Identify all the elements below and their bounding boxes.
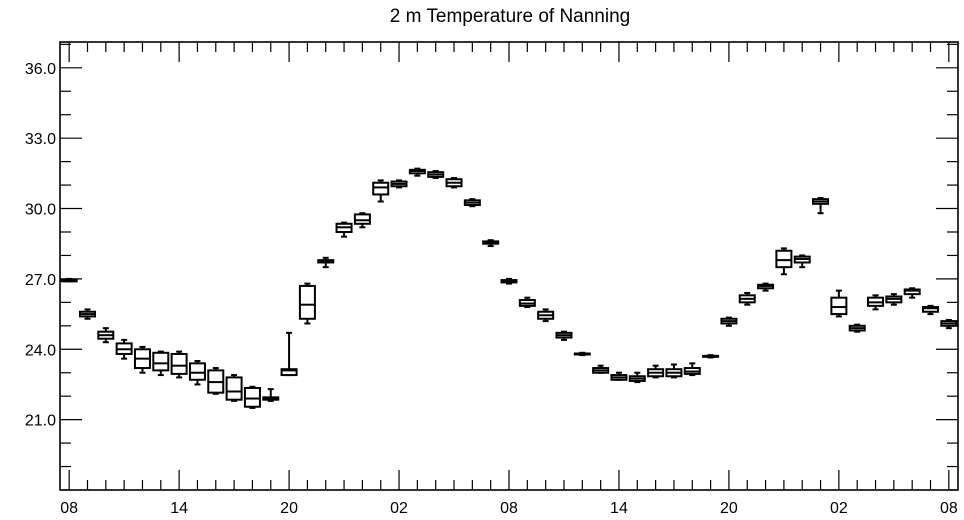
box-iqr (775, 249, 793, 269)
y-tick-label: 33.0 (25, 131, 56, 148)
box-plot-36 (720, 316, 738, 327)
box-plot-38 (757, 282, 775, 292)
box-plot-2 (97, 327, 115, 344)
box-plot-47 (922, 304, 940, 316)
x-tick-label: 08 (500, 500, 518, 517)
x-tick-label: 08 (940, 500, 958, 517)
box-plot-48 (940, 318, 958, 330)
box-plot-27 (555, 330, 573, 341)
box-plot-6 (170, 350, 188, 379)
box-plot-7 (188, 359, 206, 386)
box-iqr (903, 288, 921, 296)
box-plot-22 (463, 198, 481, 208)
box-iqr (188, 362, 206, 381)
box-plot-10 (243, 385, 261, 409)
box-plot-24 (500, 277, 518, 285)
box-plot-9 (225, 374, 243, 402)
x-tick-label: 20 (280, 500, 298, 517)
box-iqr (372, 181, 390, 196)
box-iqr (152, 351, 170, 372)
box-plot-11 (262, 388, 280, 402)
x-tick-label: 02 (390, 500, 408, 517)
box-plot-5 (152, 350, 170, 377)
box-plot-29 (592, 364, 610, 374)
box-plot-42 (830, 289, 848, 318)
y-tick-label: 24.0 (25, 342, 56, 359)
x-tick-label: 02 (830, 500, 848, 517)
box-plot-12 (280, 331, 298, 377)
box-plot-8 (207, 367, 225, 395)
box-plot-31 (628, 371, 646, 384)
box-iqr (830, 296, 848, 316)
box-plot-46 (903, 287, 921, 299)
box-plot-26 (537, 308, 555, 323)
box-plot-33 (665, 363, 683, 379)
box-plot-37 (738, 291, 756, 306)
box-plot-39 (775, 247, 793, 276)
box-plot-16 (353, 212, 371, 229)
plot-frame (59, 41, 959, 491)
ticks-layer: 21.0 24.0 27.0 30.0 33.0 36.0 08 14 20 02 08 14 20 02… (25, 42, 958, 517)
x-tick-label: 20 (720, 500, 738, 517)
box-plot-20 (427, 170, 445, 180)
box-plot-35 (702, 354, 720, 359)
box-plot-15 (335, 221, 353, 238)
boxes-layer (60, 167, 958, 409)
box-plot-13 (298, 282, 316, 325)
box-plot-28 (573, 351, 591, 357)
box-iqr (280, 368, 298, 377)
x-tick-label: 14 (170, 500, 188, 517)
box-plot-21 (445, 177, 463, 189)
box-plot-19 (408, 167, 426, 177)
box-iqr (170, 352, 188, 375)
y-tick-label: 36.0 (25, 61, 56, 78)
box-plot-3 (115, 338, 133, 360)
box-iqr (243, 386, 261, 408)
x-tick-label: 08 (60, 500, 78, 517)
box-plot-30 (610, 371, 628, 381)
box-plot-44 (867, 294, 885, 311)
box-plot-32 (647, 364, 665, 379)
box-plot-23 (482, 239, 500, 248)
x-tick-label: 14 (610, 500, 628, 517)
box-plot-25 (518, 296, 536, 309)
box-iqr (922, 306, 940, 313)
box-plot-14 (317, 256, 335, 269)
box-plot-18 (390, 179, 408, 189)
box-plot-45 (885, 293, 903, 306)
box-plot-43 (848, 323, 866, 333)
box-iqr (298, 284, 316, 320)
box-iqr (353, 213, 371, 225)
y-tick-label: 30.0 (25, 202, 56, 219)
box-plot-41 (812, 196, 830, 215)
box-plot-4 (133, 345, 151, 374)
y-tick-label: 27.0 (25, 272, 56, 289)
box-plot-17 (372, 179, 390, 203)
box-plot-40 (793, 254, 811, 269)
box-plot-34 (683, 362, 701, 377)
chart-title: 2 m Temperature of Nanning (390, 6, 630, 27)
y-tick-label: 21.0 (25, 413, 56, 430)
box-plot-1 (78, 308, 96, 320)
box-iqr (225, 376, 243, 401)
